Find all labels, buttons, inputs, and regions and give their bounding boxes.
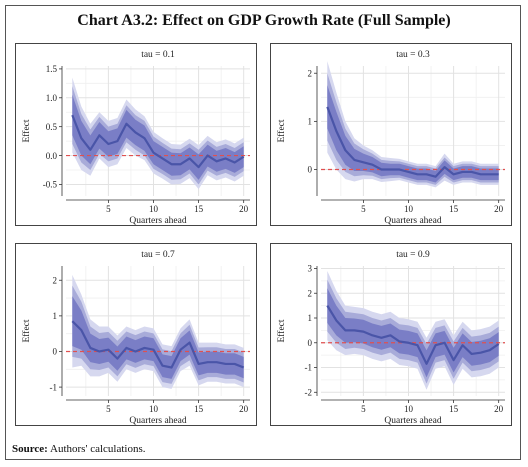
source-label: Source:	[12, 443, 48, 455]
chart-title: Chart A3.2: Effect on GDP Growth Rate (F…	[77, 12, 451, 29]
y-tick-label: 0	[308, 165, 313, 175]
y-tick-label: 1	[53, 311, 58, 321]
panel-tau-0-1: tau = 0.1 -0.5 0.0 0.5 1.0 1.5 5 10 15 20 Quarters…	[15, 43, 257, 226]
y-axis-label: Effect	[276, 319, 287, 342]
median-line	[326, 106, 499, 178]
chart-frame	[5, 5, 521, 460]
x-tick-label: 15	[194, 404, 204, 414]
x-tick-label: 10	[149, 204, 159, 214]
x-tick-label: 15	[449, 204, 459, 214]
median-line	[326, 305, 500, 365]
y-tick-label: 2	[53, 275, 58, 285]
x-axis-label: Quarters ahead	[129, 416, 186, 425]
median-line	[71, 114, 245, 169]
x-axis-label: Quarters ahead	[129, 216, 186, 225]
source-note: Source: Authors' calculations.	[12, 443, 145, 455]
y-axis-label: Effect	[276, 119, 287, 142]
band-inner	[72, 296, 244, 379]
y-tick-label: 0	[53, 347, 58, 357]
y-tick-label: 1	[308, 313, 313, 323]
panel-tau-0-7: tau = 0.7 -1 0 1 2 5 10 15 20 Quarters ahead Effec…	[15, 243, 257, 426]
x-tick-label: 20	[239, 204, 249, 214]
y-axis-label: Effect	[21, 119, 32, 142]
x-tick-label: 5	[361, 204, 366, 214]
x-tick-label: 10	[404, 404, 414, 414]
band-inner	[72, 94, 244, 180]
x-tick-label: 20	[239, 404, 249, 414]
x-tick-label: 5	[361, 404, 366, 414]
x-tick-label: 10	[149, 404, 159, 414]
y-tick-label: 2	[308, 288, 313, 298]
panel-title: tau = 0.9	[396, 250, 430, 260]
x-tick-label: 5	[106, 404, 111, 414]
y-tick-label: 0.5	[46, 122, 58, 132]
panel-tau-0-3-plot: tau = 0.3 0 1 2 5 10 15 20 Quarters ahead Effect	[276, 50, 505, 225]
y-tick-label: 3	[308, 264, 313, 274]
y-tick-label: -1	[305, 363, 313, 373]
panel-tau-0-7-plot: tau = 0.7 -1 0 1 2 5 10 15 20 Quarters ahead Effec…	[21, 250, 250, 425]
x-tick-label: 15	[194, 204, 204, 214]
x-tick-label: 20	[494, 204, 504, 214]
y-tick-label: -0.5	[43, 180, 58, 190]
panel-tau-0-3: tau = 0.3 0 1 2 5 10 15 20 Quarters ahead Effect	[270, 43, 512, 226]
y-tick-label: 1.0	[46, 93, 58, 103]
x-tick-label: 15	[449, 404, 459, 414]
panel-tau-0-9-plot: tau = 0.9 -2 -1 0 1 2 3 5 10 15 20 Quarters ahead Ef…	[276, 250, 505, 425]
y-axis-label: Effect	[21, 319, 32, 342]
y-tick-label: 1	[308, 117, 313, 127]
panel-title: tau = 0.1	[141, 50, 175, 60]
panel-tau-0-9: tau = 0.9 -2 -1 0 1 2 3 5 10 15 20 Quarters ahead Ef…	[270, 243, 512, 426]
band-inner	[327, 85, 499, 183]
y-tick-label: 1.5	[46, 64, 58, 74]
panel-title: tau = 0.7	[141, 250, 175, 260]
y-tick-label: 2	[308, 68, 313, 78]
y-tick-label: -1	[50, 382, 58, 392]
x-tick-label: 10	[404, 204, 414, 214]
panel-title: tau = 0.3	[396, 50, 430, 60]
panel-tau-0-1-plot: tau = 0.1 -0.5 0.0 0.5 1.0 1.5 5 10 15 20 Quarters…	[21, 50, 250, 225]
x-tick-label: 5	[106, 204, 111, 214]
y-tick-label: -2	[305, 387, 313, 397]
y-tick-label: 0.0	[46, 151, 58, 161]
median-line	[71, 320, 245, 369]
x-axis-label: Quarters ahead	[384, 416, 441, 425]
source-text: Authors' calculations.	[50, 443, 146, 455]
y-tick-label: 0	[308, 338, 313, 348]
x-tick-label: 20	[494, 404, 504, 414]
x-axis-label: Quarters ahead	[384, 216, 441, 225]
